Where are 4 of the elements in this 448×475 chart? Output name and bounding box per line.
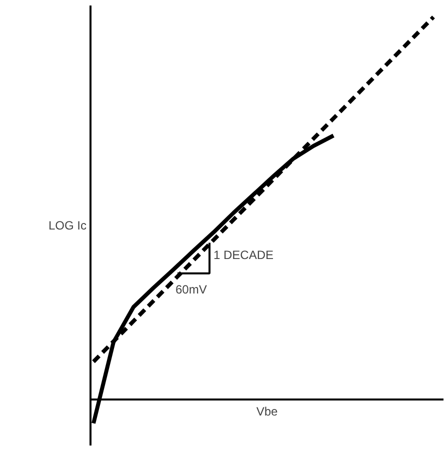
x-axis-title: Vbe [256, 404, 278, 418]
annotation: 60mV [176, 282, 207, 296]
annotation: 1 DECADE [214, 248, 274, 262]
y-axis-title: LOG Ic [48, 218, 87, 232]
